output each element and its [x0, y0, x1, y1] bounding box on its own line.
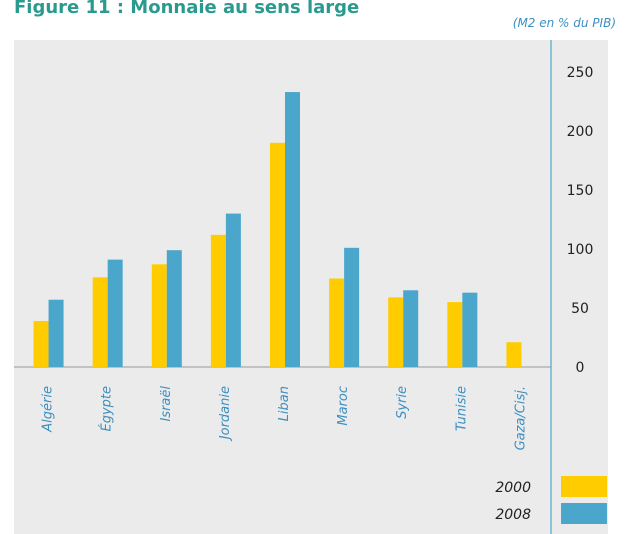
bar — [447, 302, 463, 367]
x-tick-label: Syrie — [395, 386, 410, 419]
y-tick-label: 50 — [571, 301, 589, 317]
bar — [329, 278, 345, 367]
bar — [210, 234, 226, 367]
x-tick-label: Maroc — [336, 386, 351, 426]
bar — [151, 264, 167, 367]
chart-title: Figure 11 : Monnaie au sens large — [14, 0, 359, 18]
x-tick-label: Liban — [277, 386, 292, 421]
legend-label: 2000 — [495, 480, 531, 496]
bar — [48, 299, 64, 367]
y-tick-label: 100 — [567, 242, 594, 258]
bar — [33, 320, 49, 367]
bar — [92, 277, 108, 367]
legend-label: 2008 — [495, 507, 531, 523]
bar — [107, 259, 123, 367]
bar — [344, 247, 360, 367]
bar — [506, 342, 522, 367]
y-tick-label: 250 — [567, 65, 594, 81]
bar — [285, 92, 300, 367]
y-tick-label: 150 — [567, 183, 594, 199]
legend-swatch — [561, 476, 607, 497]
chart-subtitle: (M2 en % du PIB) — [513, 16, 616, 30]
x-tick-label: Israël — [159, 386, 174, 422]
x-tick-label: Algérie — [41, 386, 56, 433]
x-tick-label: Jordanie — [218, 386, 233, 442]
y-tick-label: 0 — [576, 360, 585, 376]
x-tick-label: Égypte — [99, 386, 115, 432]
bar — [270, 142, 285, 367]
x-tick-label: Gaza/Cisj. — [513, 386, 528, 450]
legend-swatch — [561, 503, 607, 524]
x-tick-label: Tunisie — [454, 386, 469, 431]
bar — [166, 250, 182, 367]
bar — [225, 213, 241, 367]
bar — [403, 290, 419, 367]
bar — [462, 292, 478, 367]
bar — [388, 297, 404, 367]
y-tick-label: 200 — [567, 124, 594, 140]
